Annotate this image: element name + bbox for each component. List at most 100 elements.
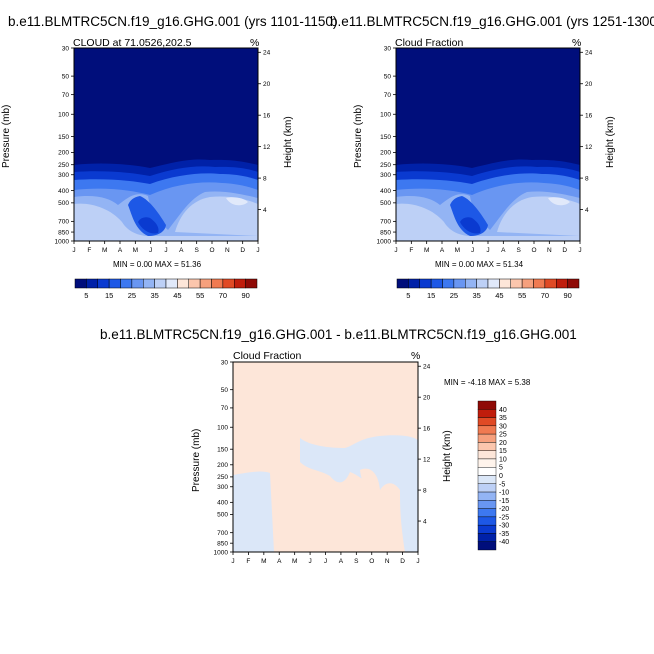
colorbar-label: 5 <box>84 291 88 300</box>
plot2-band-6 <box>396 203 482 237</box>
y-tick-label: 700 <box>380 219 391 226</box>
x-tick-label: S <box>516 247 521 254</box>
colorbar-label: 70 <box>219 291 227 300</box>
x-tick-label: O <box>209 247 214 254</box>
colorbar-swatch <box>477 409 497 418</box>
colorbar-swatch <box>245 278 258 289</box>
colorbar-swatch <box>477 491 497 501</box>
colorbar-label: 45 <box>173 291 181 300</box>
plot2-band-10 <box>460 217 481 234</box>
plot1-y-ticks: 30 50 70 100 150 200 250 300 400 500 700 850 1000 <box>55 45 74 245</box>
y-tick-label: 50 <box>221 387 229 394</box>
plot2-minmax: MIN = 0.00 MAX = 51.34 <box>435 260 524 269</box>
plot2-band-8 <box>548 197 570 206</box>
y-tick-label: 50 <box>62 73 70 80</box>
y-tick-label: 150 <box>217 447 228 454</box>
y-right-tick-label: 4 <box>263 207 267 214</box>
plot3-minmax: MIN = -4.18 MAX = 5.38 <box>444 378 531 387</box>
plot2-subtitle: Cloud Fraction <box>395 37 464 49</box>
x-tick-label: S <box>194 247 199 254</box>
colorbar-label: 90 <box>241 291 249 300</box>
colorbar-label: 35 <box>472 291 480 300</box>
colorbar-label: 90 <box>563 291 571 300</box>
colorbar-swatch <box>477 433 497 443</box>
x-tick-label: S <box>354 558 359 565</box>
colorbar-swatch <box>477 516 497 526</box>
plot1-units: % <box>250 37 260 49</box>
plot3-pos-island <box>360 468 380 491</box>
colorbar-label: 0 <box>499 473 503 480</box>
x-tick-label: J <box>394 247 397 254</box>
y-tick-label: 250 <box>217 474 228 481</box>
y-tick-label: 500 <box>58 200 69 207</box>
plot1-y-right-ticks: 24 20 16 12 8 4 <box>258 50 271 214</box>
plot3-subtitle: Cloud Fraction <box>233 350 302 362</box>
plot1-band-8 <box>226 197 248 206</box>
colorbar-swatch <box>477 500 497 509</box>
y-right-tick-label: 12 <box>585 144 593 151</box>
y-right-tick-label: 4 <box>585 207 589 214</box>
x-tick-label: F <box>246 558 250 565</box>
y-right-tick-label: 4 <box>423 518 427 525</box>
x-tick-label: A <box>118 247 123 254</box>
y-right-tick-label: 8 <box>423 487 427 494</box>
x-tick-label: D <box>400 558 405 565</box>
x-tick-label: A <box>339 558 344 565</box>
y-right-tick-label: 20 <box>423 394 431 401</box>
x-tick-label: J <box>149 247 152 254</box>
y-tick-label: 500 <box>380 200 391 207</box>
plot3-title: b.e11.BLMTRC5CN.f19_g16.GHG.001 - b.e11.… <box>100 327 577 342</box>
colorbar-swatch <box>477 450 497 460</box>
colorbar-swatch <box>477 417 497 427</box>
x-tick-label: J <box>486 247 489 254</box>
colorbar-label: 5 <box>499 465 503 472</box>
y-tick-label: 250 <box>380 162 391 169</box>
colorbar-swatch <box>477 442 497 451</box>
y-right-tick-label: 24 <box>585 50 593 57</box>
plot2-fill <box>396 48 580 241</box>
y-tick-label: 300 <box>217 484 228 491</box>
plot3-fill <box>233 362 418 552</box>
y-tick-label: 500 <box>217 512 228 519</box>
y-tick-label: 400 <box>380 188 391 195</box>
plot3-units: % <box>411 350 421 362</box>
x-tick-label: N <box>385 558 390 565</box>
colorbar-label: 35 <box>150 291 158 300</box>
x-tick-label: D <box>240 247 245 254</box>
x-tick-label: M <box>133 247 138 254</box>
y-right-tick-label: 12 <box>263 144 271 151</box>
x-tick-label: J <box>578 247 581 254</box>
x-tick-label: A <box>440 247 445 254</box>
y-tick-label: 100 <box>217 425 228 432</box>
x-tick-label: J <box>324 558 327 565</box>
plot3-y-right-ticks: 24 20 16 12 8 4 <box>418 364 431 525</box>
plot2-bottom-band <box>396 236 580 241</box>
x-tick-label: N <box>225 247 230 254</box>
plot1-bottom-band <box>74 236 258 241</box>
y-tick-label: 300 <box>58 172 69 179</box>
y-tick-label: 850 <box>380 229 391 236</box>
colorbar-swatch <box>477 400 497 410</box>
x-tick-label: M <box>424 247 429 254</box>
colorbar-label: 15 <box>105 291 113 300</box>
colorbar-label: 15 <box>499 448 507 455</box>
y-tick-label: 70 <box>384 92 392 99</box>
plot2-y-ticks: 30 50 70 100 150 200 250 300 400 500 700 850 1000 <box>377 45 396 245</box>
y-tick-label: 200 <box>217 462 228 469</box>
x-tick-label: J <box>164 247 167 254</box>
colorbar-label: -10 <box>499 490 509 497</box>
y-tick-label: 300 <box>380 172 391 179</box>
x-tick-label: J <box>308 558 311 565</box>
colorbar-swatch <box>477 533 497 542</box>
colorbar-swatch <box>477 541 497 551</box>
x-tick-label: F <box>409 247 413 254</box>
y-tick-label: 50 <box>384 73 392 80</box>
y-right-tick-label: 24 <box>423 364 431 371</box>
colorbar-swatch <box>477 458 497 468</box>
y-right-tick-label: 20 <box>263 81 271 88</box>
x-tick-label: M <box>455 247 460 254</box>
